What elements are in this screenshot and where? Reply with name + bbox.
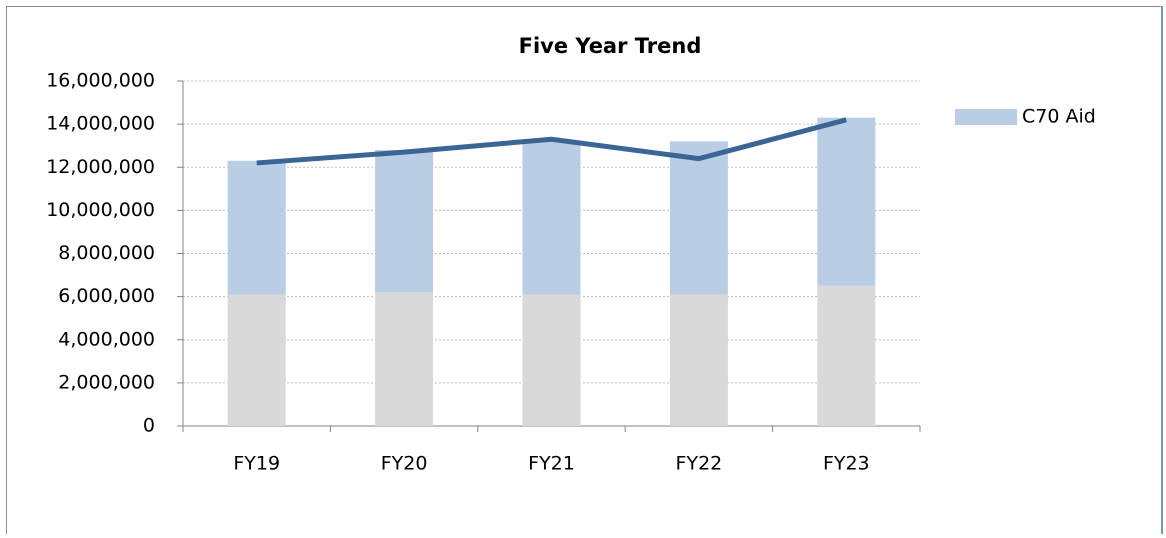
bar: [522, 141, 581, 295]
y-tick-label: 16,000,000: [46, 70, 155, 92]
x-tick-label: FY19: [233, 453, 280, 475]
bar: [375, 150, 434, 293]
bar: [669, 294, 728, 426]
bar: [522, 294, 581, 426]
y-tick-label: 12,000,000: [46, 156, 155, 178]
chart-frame: [6, 6, 1163, 538]
y-tick-label: 10,000,000: [46, 199, 155, 221]
bar: [227, 294, 286, 426]
bar: [375, 292, 434, 426]
legend-swatch: [955, 109, 1017, 125]
bar: [227, 160, 286, 295]
x-tick-label: FY21: [528, 453, 575, 475]
y-tick-label: 4,000,000: [58, 328, 155, 350]
y-tick-label: 2,000,000: [58, 371, 155, 393]
bar: [669, 141, 728, 295]
x-tick-label: FY23: [823, 453, 870, 475]
trend-line: [256, 117, 847, 166]
chart-title: Five Year Trend: [519, 34, 702, 58]
y-tick-label: 8,000,000: [58, 242, 155, 264]
y-tick-label: 0: [143, 415, 155, 437]
x-tick-label: FY20: [381, 453, 428, 475]
x-tick-label: FY22: [676, 453, 723, 475]
legend-label: C70 Aid: [1022, 106, 1096, 128]
y-tick-label: 6,000,000: [58, 285, 155, 307]
y-tick-label: 14,000,000: [46, 113, 155, 135]
bar: [817, 285, 876, 426]
bar: [817, 117, 876, 286]
